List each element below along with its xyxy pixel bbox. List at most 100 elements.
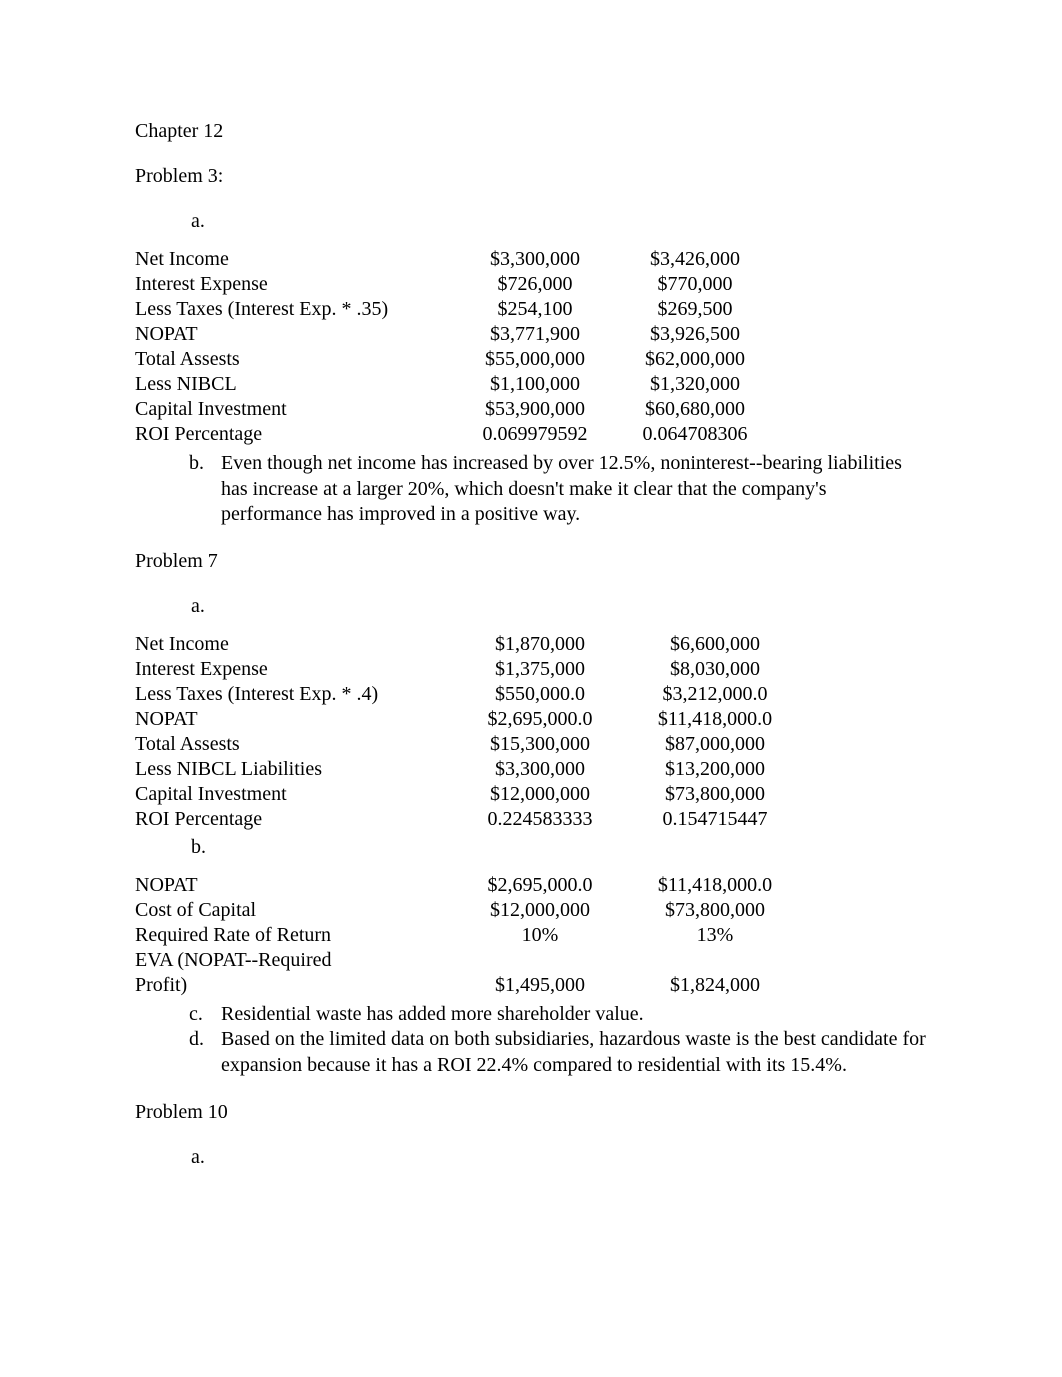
table-row: Less Taxes (Interest Exp. * .35)$254,100… [135,297,775,322]
cell-value: $770,000 [615,272,775,297]
list-marker: c. [189,1002,203,1028]
cell-label: NOPAT [135,322,455,347]
cell-value: $87,000,000 [625,732,805,757]
table-row: EVA (NOPAT-­-Required [135,948,805,973]
cell-value: $73,800,000 [625,782,805,807]
cell-value: $60,680,000 [615,397,775,422]
cell-value: $3,300,000 [455,247,615,272]
table-row: Net Income$3,300,000$3,426,000 [135,247,775,272]
cell-value: $3,771,900 [455,322,615,347]
list-item: d. Based on the limited data on both sub… [135,1027,932,1078]
cell-value: $254,100 [455,297,615,322]
table-row: NOPAT$2,695,000.0$11,418,000.0 [135,873,805,898]
cell-value: $269,500 [615,297,775,322]
cell-value: 0.069979592 [455,422,615,447]
table-row: NOPAT$2,695,000.0$11,418,000.0 [135,707,805,732]
cell-label: Less Taxes (Interest Exp. * .35) [135,297,455,322]
table-row: ROI Percentage0.2245833330.154715447 [135,807,805,832]
cell-label: Less Taxes (Interest Exp. * .4) [135,682,455,707]
cell-value: $8,030,000 [625,657,805,682]
cell-value: 13% [625,923,805,948]
table-row: Net Income$1,870,000$6,600,000 [135,632,805,657]
cell-value: $55,000,000 [455,347,615,372]
problem-10-title: Problem 10 [135,1101,932,1124]
list-marker: d. [189,1027,204,1053]
cell-value: 0.154715447 [625,807,805,832]
cell-value: $1,870,000 [455,632,625,657]
problem-7-title: Problem 7 [135,550,932,573]
cell-value: $6,600,000 [625,632,805,657]
cell-label: ROI Percentage [135,807,455,832]
answer-text: Even though net income has increased by … [221,452,902,525]
cell-label: Profit) [135,973,455,998]
table-row: Total Assests$15,300,000$87,000,000 [135,732,805,757]
table-row: Capital Investment$12,000,000$73,800,000 [135,782,805,807]
table-row: Capital Investment$53,900,000$60,680,000 [135,397,775,422]
chapter-title: Chapter 12 [135,120,932,143]
problem-10-a-label: a. [191,1146,932,1169]
cell-value: 10% [455,923,625,948]
table-row: Less NIBCL Liabilities$3,300,000$13,200,… [135,757,805,782]
problem-3-answer-b: b. Even though net income has increased … [135,451,932,528]
cell-label: Interest Expense [135,657,455,682]
cell-value: $62,000,000 [615,347,775,372]
problem-3-table: Net Income$3,300,000$3,426,000 Interest … [135,247,775,447]
cell-value: $3,300,000 [455,757,625,782]
cell-value: $11,418,000.0 [625,873,805,898]
cell-label: Required Rate of Return [135,923,455,948]
cell-label: Net Income [135,247,455,272]
cell-value: $3,426,000 [615,247,775,272]
list-marker: b. [189,451,204,477]
table-row: Interest Expense$1,375,000$8,030,000 [135,657,805,682]
list-item: b. Even though net income has increased … [135,451,932,528]
problem-7-a-label: a. [191,595,932,618]
cell-value: $15,300,000 [455,732,625,757]
cell-label: NOPAT [135,707,455,732]
table-row: Cost of Capital$12,000,000$73,800,000 [135,898,805,923]
cell-value: $550,000.0 [455,682,625,707]
cell-label: Interest Expense [135,272,455,297]
cell-label: Capital Investment [135,782,455,807]
problem-7-table-a: Net Income$1,870,000$6,600,000 Interest … [135,632,805,832]
cell-value [625,948,805,973]
table-row: Less Taxes (Interest Exp. * .4)$550,000.… [135,682,805,707]
cell-value: $726,000 [455,272,615,297]
table-row: Profit)$1,495,000$1,824,000 [135,973,805,998]
cell-label: ROI Percentage [135,422,455,447]
cell-label: Less NIBCL [135,372,455,397]
cell-value: $12,000,000 [455,898,625,923]
cell-value: 0.064708306 [615,422,775,447]
table-row: Total Assests$55,000,000$62,000,000 [135,347,775,372]
cell-value: $73,800,000 [625,898,805,923]
list-item: c. Residential waste has added more shar… [135,1002,932,1028]
cell-value: $1,495,000 [455,973,625,998]
cell-value: $11,418,000.0 [625,707,805,732]
cell-value [455,948,625,973]
cell-value: $3,212,000.0 [625,682,805,707]
cell-value: 0.224583333 [455,807,625,832]
cell-value: $2,695,000.0 [455,873,625,898]
cell-label: Net Income [135,632,455,657]
problem-7-b-label: b. [191,836,932,859]
cell-value: $2,695,000.0 [455,707,625,732]
table-row: Interest Expense$726,000$770,000 [135,272,775,297]
table-row: Required Rate of Return10%13% [135,923,805,948]
problem-7-table-b: NOPAT$2,695,000.0$11,418,000.0 Cost of C… [135,873,805,998]
cell-label: Less NIBCL Liabilities [135,757,455,782]
cell-value: $1,375,000 [455,657,625,682]
answer-text: Based on the limited data on both subsid… [221,1028,926,1076]
cell-label: Cost of Capital [135,898,455,923]
table-row: Less NIBCL$1,100,000$1,320,000 [135,372,775,397]
cell-label: EVA (NOPAT-­-Required [135,948,455,973]
cell-label: Total Assests [135,732,455,757]
cell-value: $1,320,000 [615,372,775,397]
cell-value: $12,000,000 [455,782,625,807]
page: Chapter 12 Problem 3: a. Net Income$3,30… [0,0,1062,1229]
table-row: ROI Percentage0.0699795920.064708306 [135,422,775,447]
cell-label: Capital Investment [135,397,455,422]
problem-3-title: Problem 3: [135,165,932,188]
cell-value: $53,900,000 [455,397,615,422]
cell-label: Total Assests [135,347,455,372]
answer-text: Residential waste has added more shareho… [221,1003,644,1025]
cell-value: $3,926,500 [615,322,775,347]
